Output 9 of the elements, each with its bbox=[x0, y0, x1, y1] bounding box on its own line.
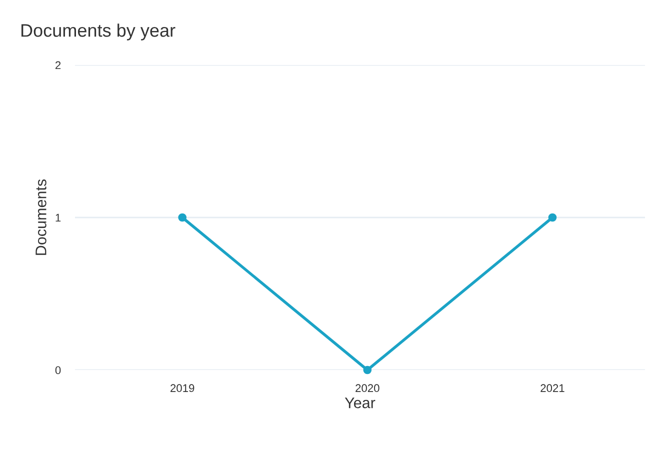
chart-title: Documents by year bbox=[21, 24, 176, 40]
y-axis-title: Documents bbox=[36, 179, 46, 255]
x-tick-label: 2020 bbox=[356, 384, 380, 392]
y-tick-label: 0 bbox=[55, 366, 61, 374]
x-axis-title: Year bbox=[344, 398, 376, 408]
y-tick-label: 1 bbox=[56, 214, 61, 222]
x-tick-label: 2019 bbox=[170, 384, 194, 392]
x-tick-label: 2021 bbox=[540, 384, 564, 392]
y-tick-label: 2 bbox=[55, 61, 61, 70]
